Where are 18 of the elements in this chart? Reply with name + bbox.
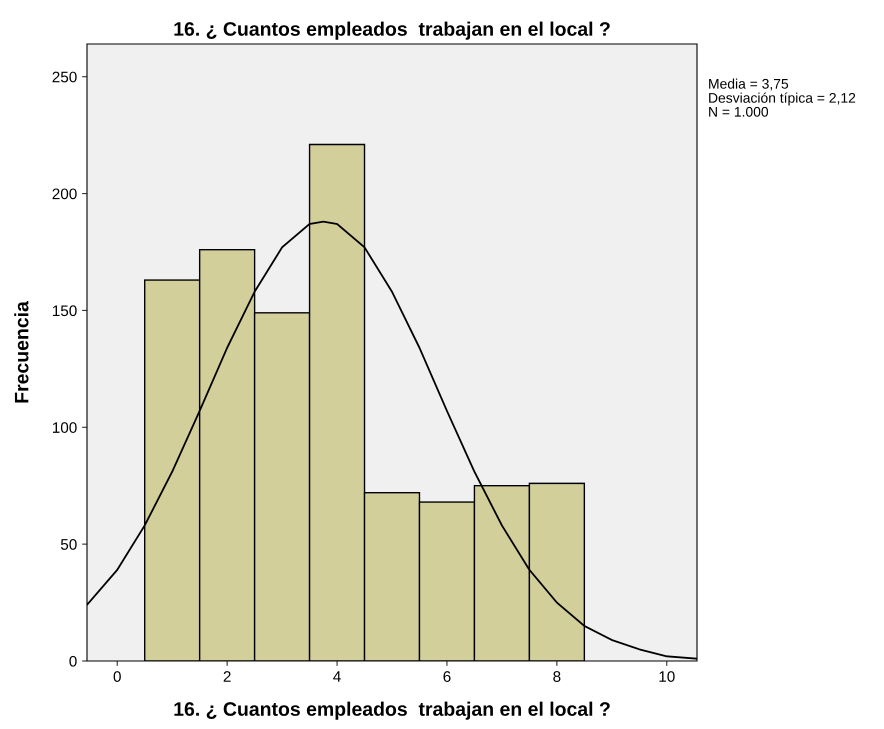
x-tick-label: 4 — [333, 671, 341, 682]
chart-title: 16. ¿ Cuantos empleados trabajan en el local ? — [174, 22, 610, 40]
y-tick-label: 0 — [69, 656, 77, 667]
text: N = 1.000 — [709, 106, 768, 117]
x-tick-label: 10 — [659, 671, 675, 682]
x-tick-label: 6 — [443, 671, 451, 682]
x-tick-label: 8 — [553, 671, 560, 682]
y-tick-label: 200 — [52, 188, 77, 200]
x-tick-label: 2 — [224, 671, 231, 682]
text: Desviación típica = 2,12 — [709, 92, 856, 106]
x-tick-label: 0 — [114, 671, 121, 682]
y-tick-label: 150 — [52, 305, 77, 316]
y-tick-label: 50 — [60, 539, 77, 550]
x-axis-title: 16. ¿ Cuantos empleados trabajan en el local ? — [174, 702, 610, 720]
y-tick-label: 250 — [52, 72, 77, 82]
y-tick-label: 100 — [52, 422, 77, 433]
y-axis-title: Frecuencia — [14, 301, 28, 403]
text: Media = 3,75 — [709, 78, 788, 90]
